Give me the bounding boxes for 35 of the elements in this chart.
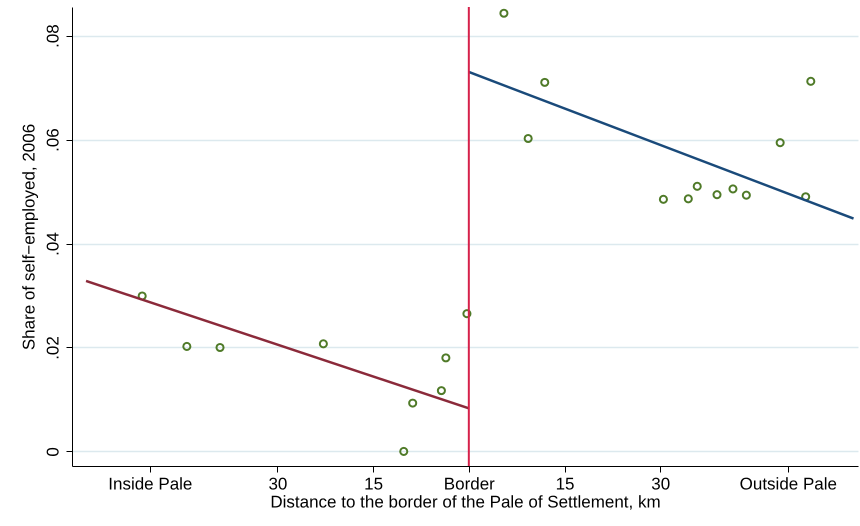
y-tick-label: .08: [44, 24, 62, 48]
point: [806, 76, 816, 86]
y-tick-label: .02: [44, 336, 62, 360]
x-tick-label: Border: [444, 474, 496, 494]
point: [776, 138, 785, 148]
point: [138, 291, 147, 301]
point: [692, 182, 702, 191]
y-tick-label: .06: [44, 128, 62, 152]
point: [712, 190, 722, 200]
point: [318, 339, 328, 348]
point: [658, 194, 668, 204]
point: [801, 192, 810, 202]
point: [728, 184, 738, 194]
point: [408, 398, 418, 408]
point: [499, 8, 508, 18]
y-axis-title: Share of self−employed, 2006: [20, 124, 38, 350]
x-tick-label: 15: [364, 474, 384, 494]
y-tick-label: .04: [44, 232, 62, 256]
point: [215, 342, 225, 352]
point: [684, 194, 693, 204]
x-axis-title: Distance to the border of the Pale of Settlement, km: [270, 492, 661, 512]
x-tick-label: 15: [556, 474, 574, 494]
x-tick-label: Outside Pale: [740, 474, 837, 494]
point: [182, 342, 192, 351]
point: [462, 309, 472, 318]
point: [524, 134, 533, 144]
point: [742, 190, 751, 200]
x-tick-label: 30: [651, 474, 670, 494]
x-tick-label: 30: [268, 474, 288, 494]
point: [399, 446, 408, 456]
y-tick-label: 0: [44, 447, 62, 457]
point: [540, 78, 550, 87]
point: [436, 386, 446, 396]
point: [441, 353, 450, 362]
x-tick-label: Inside Pale: [108, 474, 192, 494]
